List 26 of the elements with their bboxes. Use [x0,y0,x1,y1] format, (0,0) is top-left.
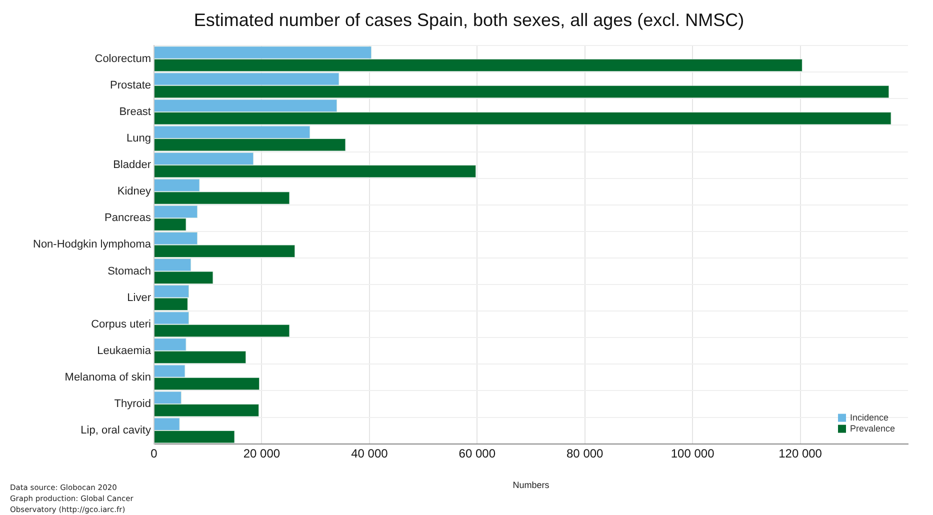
y-tick-label: Prostate [110,79,151,92]
y-tick-label: Lip, oral cavity [80,424,152,437]
x-tick-label: 100 000 [670,446,715,460]
x-tick-label: 40 000 [351,446,388,460]
y-tick-label: Pancreas [104,212,152,224]
x-axis-title: Numbers [512,480,550,490]
legend-label: Prevalence [850,423,896,434]
y-tick-label: Melanoma of skin [64,371,151,384]
y-tick-label: Liver [127,292,152,304]
legend-label: Incidence [850,412,889,422]
y-tick-label: Lung [126,132,151,145]
y-tick-label: Thyroid [114,398,151,410]
x-tick-label: 60 000 [458,446,496,460]
y-tick-label: Corpus uteri [91,318,151,330]
y-tick-label: Breast [119,106,151,118]
y-tick-label: Colorectum [94,52,151,65]
y-tick-label: Kidney [117,186,152,198]
y-tick-label: Stomach [108,265,151,278]
y-tick-label: Leukaemia [97,344,152,357]
x-tick-label: 20 000 [243,446,280,460]
chart-title: Estimated number of cases Spain, both sexes, all ages (excl. NMSC) [194,10,744,30]
x-tick-label: 0 [150,446,158,460]
x-tick-label: 120 000 [778,446,822,460]
y-tick-label: Non-Hodgkin lymphoma [33,238,152,251]
x-tick-label: 80 000 [566,446,604,460]
y-tick-label: Bladder [113,159,152,172]
